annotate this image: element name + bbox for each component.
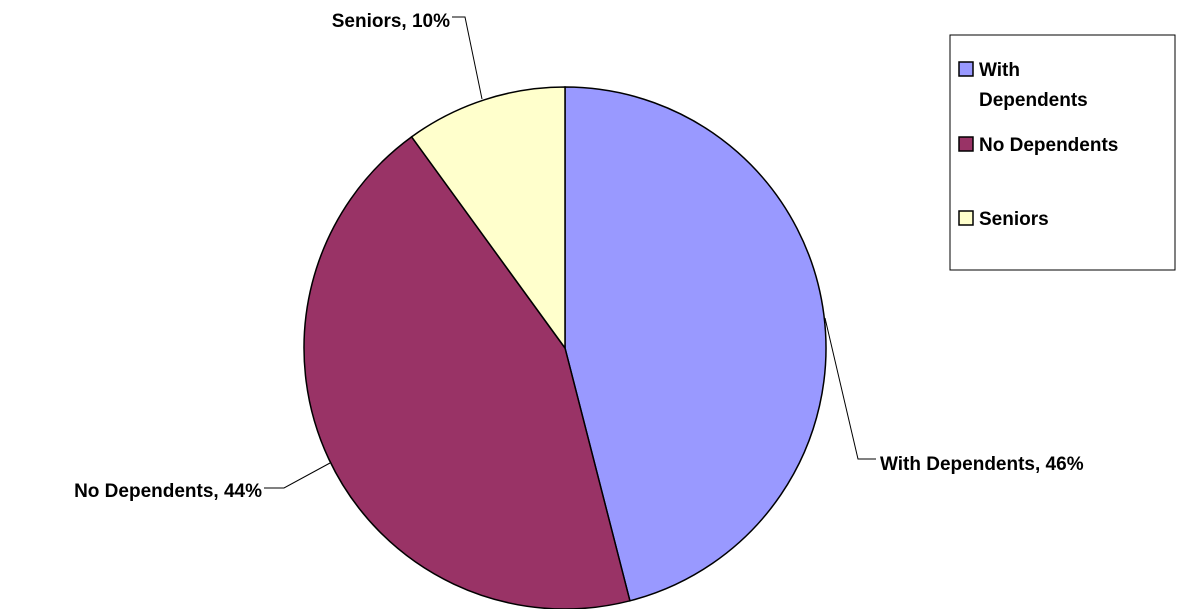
- pie-slices: [303, 86, 827, 609]
- pie-slice-with-dependents: [564, 86, 827, 602]
- legend-label: Seniors: [979, 209, 1049, 230]
- data-label-seniors: Seniors, 10%: [332, 11, 450, 32]
- leader-line-seniors: [452, 16, 483, 100]
- legend-entry-with-dependents: With Dependents: [958, 60, 1088, 111]
- pie-slice-no-dependents: [303, 135, 631, 609]
- data-label-no-dependents: No Dependents, 44%: [74, 481, 262, 502]
- data-labels: With Dependents, 46% No Dependents, 44% Se…: [74, 11, 1084, 502]
- legend-entry-seniors: Seniors: [958, 209, 1049, 230]
- data-label-with-dependents: With Dependents, 46%: [880, 454, 1084, 475]
- legend-label: With: [979, 60, 1020, 81]
- legend-swatch: [958, 136, 974, 152]
- leader-line-with-dependents: [824, 317, 876, 460]
- leader-line-no-dependents: [264, 462, 331, 489]
- leader-lines: [264, 16, 876, 489]
- legend: With Dependents No Dependents Seniors: [949, 34, 1176, 271]
- pie-slice-seniors: [410, 86, 566, 351]
- legend-label: Dependents: [979, 90, 1088, 111]
- legend-swatch: [958, 61, 974, 77]
- legend-entry-no-dependents: No Dependents: [958, 135, 1118, 156]
- legend-swatch: [958, 210, 974, 226]
- legend-box: [949, 34, 1176, 271]
- legend-label: No Dependents: [979, 135, 1118, 156]
